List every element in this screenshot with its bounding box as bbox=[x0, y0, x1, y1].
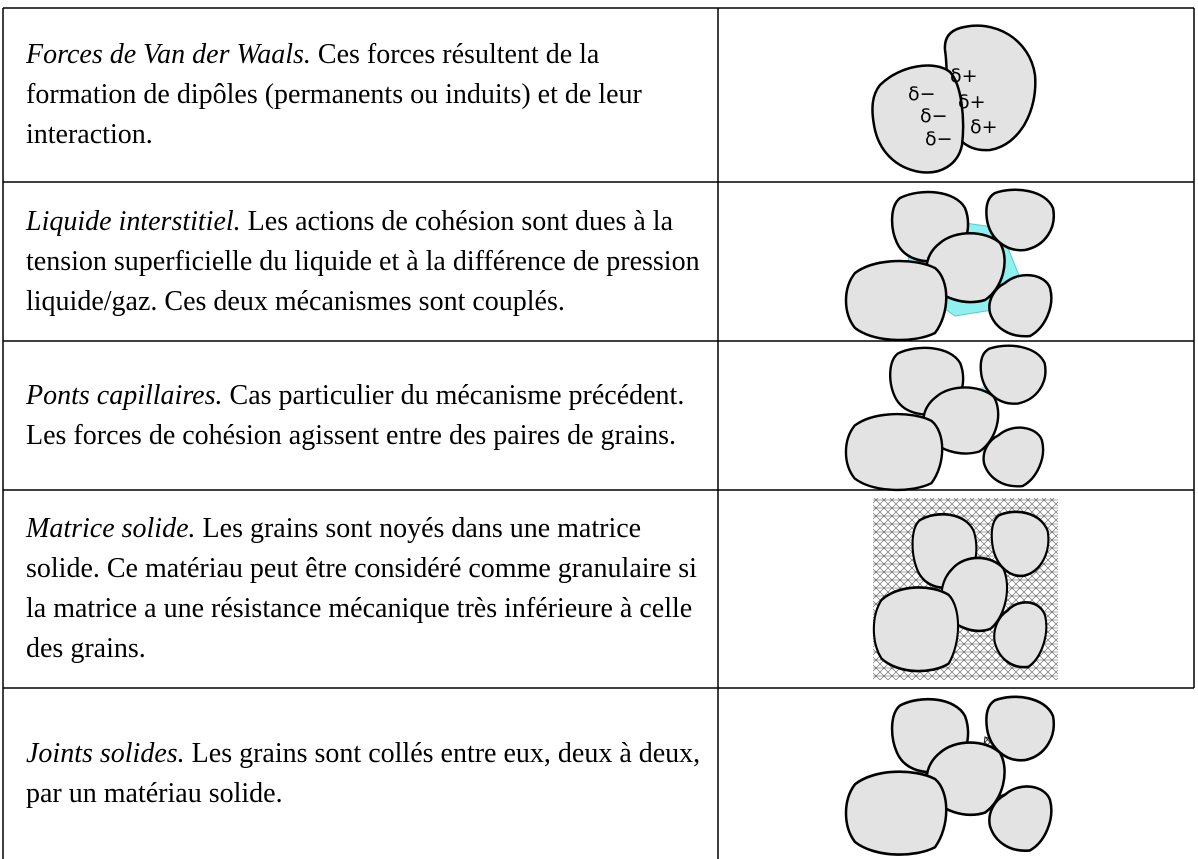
description: Les actions de cohésion sont dues à la t… bbox=[26, 205, 700, 317]
charge-label: δ− bbox=[920, 105, 948, 127]
cell-text: Ponts capillaires. Cas particulier du mé… bbox=[26, 341, 706, 490]
term: Joints solides. bbox=[26, 737, 185, 769]
figure-van-der-waals: δ− δ− δ− δ+ δ+ δ+ bbox=[871, 24, 1037, 174]
table-lines bbox=[2, 7, 1195, 859]
charge-label: δ+ bbox=[970, 116, 998, 138]
cell-text: Joints solides. Les grains sont collés e… bbox=[26, 688, 706, 859]
description: Ces forces résultent de la formation de … bbox=[26, 39, 642, 150]
cell-text: Forces de Van der Waals. Ces forces résu… bbox=[26, 8, 706, 182]
description: Les grains sont collés entre eux, deux à… bbox=[26, 737, 701, 809]
charge-label: δ− bbox=[908, 83, 936, 105]
description: Les grains sont noyés dans une matrice s… bbox=[26, 513, 697, 664]
figure-matrix bbox=[872, 498, 1058, 680]
cell-text: Liquide interstitiel. Les actions de coh… bbox=[26, 182, 706, 341]
term: Liquide interstitiel. bbox=[26, 205, 241, 237]
charge-label: δ− bbox=[925, 128, 953, 150]
charge-label: δ+ bbox=[950, 65, 978, 87]
cell-text: Matrice solide. Les grains sont noyés da… bbox=[26, 490, 706, 688]
figure-bridges bbox=[844, 344, 1047, 492]
figure-joints bbox=[844, 695, 1056, 856]
figure-liquid bbox=[844, 188, 1056, 342]
term: Ponts capillaires. bbox=[26, 379, 223, 411]
description: Cas particulier du mécanisme précédent. … bbox=[26, 379, 685, 451]
charge-label: δ+ bbox=[958, 91, 986, 113]
term: Matrice solide. bbox=[26, 513, 196, 544]
term: Forces de Van der Waals. bbox=[26, 39, 311, 70]
